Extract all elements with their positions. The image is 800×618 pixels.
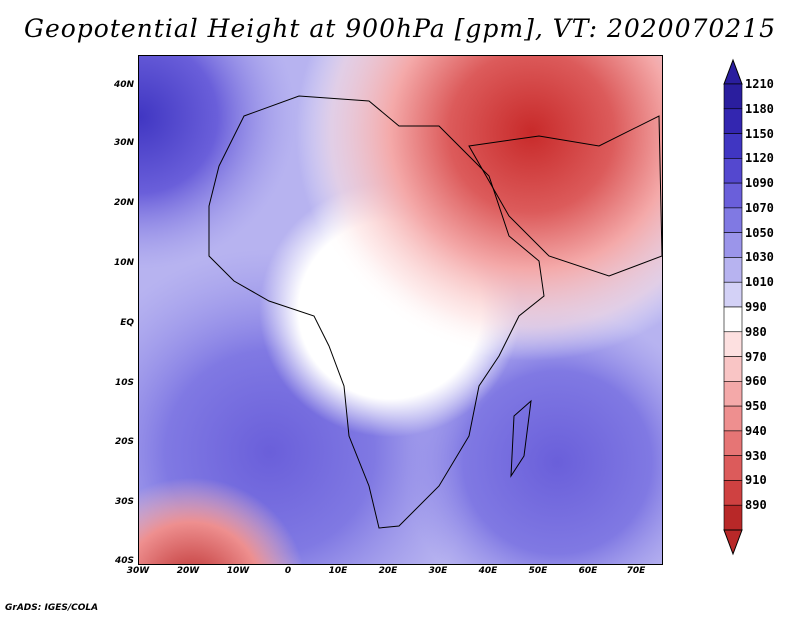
- colorbar-swatch: [723, 430, 743, 456]
- coastline: [208, 95, 545, 529]
- colorbar-label: 930: [745, 448, 767, 463]
- colorbar-label: 970: [745, 349, 767, 364]
- colorbar-swatch: [723, 480, 743, 506]
- y-tick: 40N: [113, 80, 134, 90]
- x-tick: 60E: [578, 566, 598, 576]
- x-tick: 30E: [428, 566, 448, 576]
- colorbar-swatch: [723, 381, 743, 407]
- colorbar-label: 940: [745, 423, 767, 438]
- colorbar-swatch: [723, 405, 743, 432]
- colorbar-swatch: [723, 133, 743, 159]
- x-tick: 50E: [528, 566, 548, 576]
- x-tick: 30W: [126, 566, 150, 576]
- colorbar-label: 890: [745, 498, 767, 513]
- x-tick: 40E: [478, 566, 498, 576]
- y-tick: 40S: [114, 556, 134, 566]
- colorbar-label: 950: [745, 399, 767, 414]
- y-tick: 10N: [113, 258, 134, 268]
- x-tick: 70E: [626, 566, 646, 576]
- colorbar-swatch: [723, 83, 743, 110]
- colorbar-swatch: [723, 306, 743, 333]
- colorbar-arrow-bottom: [723, 529, 743, 556]
- x-tick: 0: [284, 566, 292, 576]
- colorbar-label: 1180: [745, 101, 774, 116]
- x-tick: 20W: [176, 566, 200, 576]
- colorbar-swatch: [723, 232, 743, 258]
- colorbar-label: 1120: [745, 151, 774, 166]
- colorbar-label: 1050: [745, 225, 774, 240]
- footer-credit: GrADS: IGES/COLA: [5, 603, 99, 613]
- colorbar-swatch: [723, 331, 743, 357]
- colorbar-swatch: [723, 356, 743, 382]
- colorbar-label: 990: [745, 300, 767, 314]
- colorbar-label: 1090: [745, 176, 774, 191]
- y-tick: 20S: [114, 437, 134, 447]
- x-tick: 10W: [226, 566, 250, 576]
- colorbar-label: 1030: [745, 250, 774, 265]
- colorbar-label: 980: [745, 324, 767, 339]
- colorbar-swatch: [723, 455, 743, 481]
- colorbar: [723, 58, 743, 556]
- colorbar-swatch: [723, 158, 743, 184]
- geopotential-field: [139, 56, 662, 564]
- x-tick: 20E: [378, 566, 398, 576]
- colorbar-swatch: [723, 108, 743, 134]
- colorbar-swatch: [723, 281, 743, 308]
- map-panel: [138, 55, 663, 565]
- y-tick: 30S: [114, 497, 134, 507]
- y-tick: 20N: [113, 198, 134, 208]
- colorbar-swatch: [723, 257, 743, 283]
- colorbar-label: 1070: [745, 200, 774, 215]
- chart-title: Geopotential Height at 900hPa [gpm], VT:…: [23, 14, 777, 43]
- y-tick: EQ: [120, 318, 134, 328]
- colorbar-label: 1150: [745, 126, 774, 141]
- y-tick: 30N: [113, 138, 134, 148]
- colorbar-label: 960: [745, 374, 767, 389]
- x-tick: 10E: [328, 566, 348, 576]
- y-tick: 10S: [114, 378, 134, 388]
- colorbar-swatch: [723, 504, 743, 531]
- colorbar-label: 1010: [745, 275, 774, 290]
- colorbar-label: 910: [745, 473, 767, 488]
- colorbar-swatch: [723, 182, 743, 209]
- colorbar-label: 1210: [745, 77, 774, 91]
- colorbar-swatch: [723, 207, 743, 233]
- colorbar-arrow-top: [723, 58, 743, 85]
